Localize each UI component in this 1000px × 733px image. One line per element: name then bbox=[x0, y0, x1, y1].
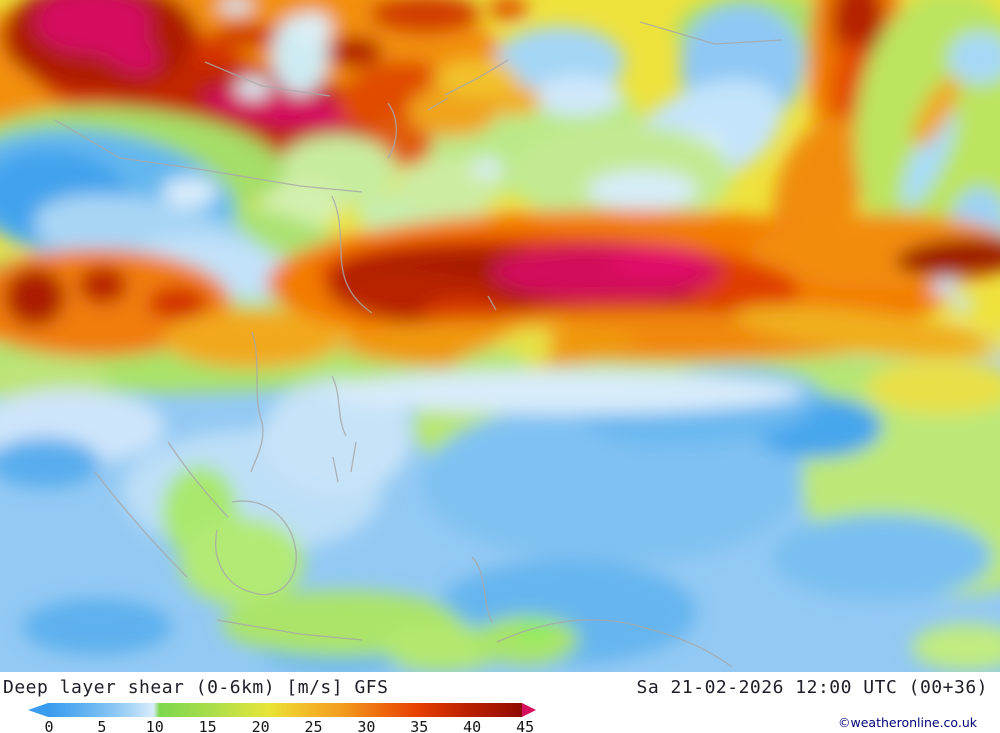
shear-field-map bbox=[0, 0, 1000, 672]
coastline bbox=[167, 441, 229, 518]
colorbar-tick-30: 30 bbox=[357, 718, 376, 733]
coastline bbox=[387, 102, 397, 159]
field-blob bbox=[79, 266, 127, 304]
field-blob bbox=[5, 268, 65, 326]
field-blob bbox=[218, 0, 254, 14]
field-blob bbox=[532, 76, 622, 116]
colorbar-tick-15: 15 bbox=[198, 718, 217, 733]
colorbar-tick-45: 45 bbox=[516, 718, 535, 733]
field-blob bbox=[162, 177, 218, 207]
map-title: Deep layer shear (0-6km) [m/s] GFS bbox=[3, 677, 389, 698]
coastline bbox=[204, 61, 331, 97]
coastline bbox=[427, 59, 509, 111]
colorbar-tick-0: 0 bbox=[44, 718, 54, 733]
colorbar bbox=[48, 703, 522, 717]
field-blob bbox=[609, 245, 705, 279]
colorbar-tick-5: 5 bbox=[97, 718, 107, 733]
field-blob bbox=[408, 85, 498, 137]
shear-field-svg bbox=[0, 0, 1000, 672]
field-blob bbox=[950, 297, 974, 313]
field-blob bbox=[0, 438, 100, 488]
field-blob bbox=[262, 379, 412, 495]
field-blob-layer bbox=[0, 0, 1000, 672]
coastline bbox=[94, 471, 188, 578]
field-blob bbox=[22, 599, 172, 655]
field-blob bbox=[895, 237, 1000, 277]
field-blob bbox=[0, 356, 110, 400]
colorbar-tick-20: 20 bbox=[251, 718, 270, 733]
colorbar-tick-10: 10 bbox=[145, 718, 164, 733]
coastline bbox=[216, 619, 363, 641]
field-blob bbox=[912, 624, 1000, 670]
field-blob bbox=[912, 76, 960, 148]
colorbar-tick-40: 40 bbox=[463, 718, 482, 733]
coastline bbox=[496, 619, 733, 668]
field-blob bbox=[162, 310, 342, 368]
colorbar-right-arrow-icon bbox=[522, 703, 536, 717]
field-blob bbox=[202, 87, 370, 131]
field-blob bbox=[213, 23, 281, 49]
field-blob bbox=[148, 286, 208, 320]
field-blob bbox=[340, 320, 640, 368]
coastline bbox=[639, 21, 783, 45]
field-blob bbox=[867, 359, 1000, 415]
field-blob bbox=[235, 77, 271, 99]
field-blob bbox=[327, 36, 383, 68]
colorbar-tick-35: 35 bbox=[410, 718, 429, 733]
field-blob bbox=[732, 304, 992, 358]
field-blob bbox=[932, 278, 960, 296]
field-blob bbox=[434, 60, 518, 96]
coastline bbox=[331, 195, 373, 314]
colorbar-left-arrow-icon bbox=[28, 703, 48, 717]
field-blob bbox=[773, 116, 871, 248]
colorbar-tick-25: 25 bbox=[304, 718, 323, 733]
field-blob bbox=[587, 170, 697, 210]
field-blob bbox=[488, 0, 528, 20]
field-blob bbox=[475, 616, 579, 664]
copyright-label: ©weatheronline.co.uk bbox=[838, 715, 977, 730]
coastline bbox=[215, 500, 297, 596]
field-blob bbox=[471, 158, 503, 178]
field-blob bbox=[772, 514, 992, 600]
coastline bbox=[54, 119, 363, 193]
coastline bbox=[331, 375, 357, 483]
field-blob bbox=[180, 518, 304, 606]
field-blob bbox=[85, 13, 159, 75]
colorbar-tick-labels: 0 5 10 15 20 25 30 35 40 45 bbox=[0, 718, 560, 733]
coastline bbox=[487, 295, 497, 311]
field-blob bbox=[370, 0, 480, 34]
coastline bbox=[250, 331, 264, 473]
field-blob bbox=[382, 623, 502, 671]
coastline-layer bbox=[54, 21, 783, 668]
field-blob bbox=[948, 32, 1000, 84]
field-blob bbox=[292, 12, 332, 44]
field-blob bbox=[325, 370, 805, 414]
legend-footer: Deep layer shear (0-6km) [m/s] GFS Sa 21… bbox=[0, 672, 1000, 733]
field-blob bbox=[901, 106, 957, 208]
coastline bbox=[471, 556, 493, 623]
valid-time-label: Sa 21-02-2026 12:00 UTC (00+36) bbox=[636, 677, 988, 698]
